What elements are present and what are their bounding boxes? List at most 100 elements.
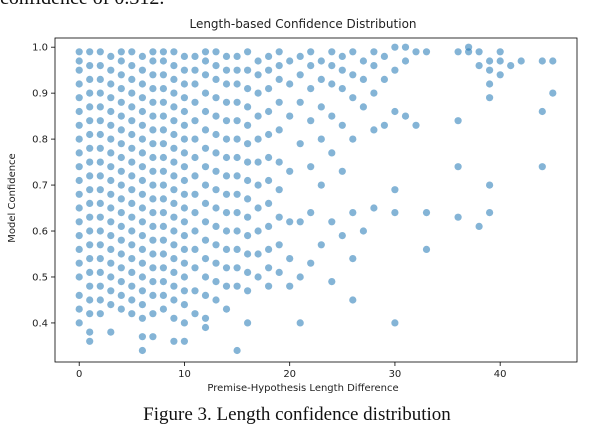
data-point: [180, 149, 188, 157]
data-point: [212, 222, 220, 230]
data-point: [265, 245, 273, 253]
data-point: [222, 172, 231, 180]
data-point: [212, 130, 220, 139]
data-point: [75, 232, 83, 240]
data-point: [107, 94, 115, 102]
data-point: [96, 213, 104, 221]
data-point: [180, 319, 188, 327]
scatter-chart: Length-based Confidence Distribution Mod…: [7, 17, 578, 394]
data-point: [75, 305, 83, 313]
data-point: [286, 218, 294, 226]
data-point: [191, 209, 199, 217]
data-point: [170, 103, 178, 111]
data-point: [275, 158, 283, 166]
data-point: [538, 107, 546, 116]
data-point: [180, 218, 188, 226]
data-point: [159, 48, 167, 56]
data-point: [96, 144, 104, 152]
data-point: [391, 209, 399, 217]
data-point: [107, 232, 115, 240]
data-point: [86, 199, 94, 207]
data-point: [170, 62, 178, 70]
data-point: [107, 52, 115, 61]
data-point: [328, 80, 336, 88]
data-point: [138, 333, 146, 341]
data-point: [128, 227, 136, 235]
data-point: [275, 75, 283, 83]
data-point: [75, 245, 83, 253]
data-point: [117, 48, 125, 56]
data-point: [128, 296, 136, 304]
data-point: [201, 323, 210, 332]
data-point: [412, 48, 420, 56]
data-point: [212, 259, 220, 267]
data-point: [401, 112, 410, 120]
data-point: [170, 186, 178, 194]
data-point: [170, 241, 178, 249]
data-point: [233, 52, 241, 61]
data-point: [338, 121, 346, 129]
data-point: [75, 57, 83, 65]
data-point: [107, 328, 115, 336]
data-point: [222, 190, 231, 198]
data-point: [128, 199, 136, 207]
data-point: [117, 181, 125, 189]
data-point: [75, 135, 83, 143]
data-point: [96, 89, 104, 97]
data-point: [75, 291, 83, 299]
data-point: [380, 52, 388, 61]
data-point: [265, 153, 273, 162]
data-point: [307, 48, 315, 56]
data-point: [254, 89, 262, 97]
data-point: [75, 190, 83, 198]
data-point: [96, 186, 104, 194]
data-point: [191, 172, 199, 180]
data-point: [222, 264, 231, 272]
data-point: [338, 85, 346, 93]
data-point: [359, 75, 367, 83]
y-tick-label: 0.8: [32, 135, 48, 146]
data-point: [117, 236, 125, 244]
data-point: [86, 328, 94, 336]
data-point: [454, 163, 462, 171]
data-point: [180, 301, 188, 309]
data-point: [486, 66, 494, 74]
data-point: [486, 209, 494, 217]
data-point: [117, 291, 125, 299]
data-point: [149, 195, 157, 203]
data-point: [138, 176, 146, 185]
data-point: [75, 319, 83, 327]
data-point: [296, 273, 304, 281]
data-point: [128, 255, 136, 263]
data-point: [170, 130, 178, 139]
data-point: [254, 158, 262, 166]
data-point: [191, 245, 199, 253]
data-point: [254, 181, 262, 189]
data-point: [86, 75, 94, 83]
data-point: [170, 117, 178, 125]
data-point: [317, 75, 325, 83]
data-point: [170, 268, 178, 276]
data-point: [254, 112, 262, 120]
data-point: [254, 273, 262, 281]
data-point: [86, 255, 94, 263]
data-point: [401, 43, 410, 51]
data-point: [191, 287, 199, 295]
data-point: [170, 282, 178, 290]
x-tick-label: 10: [178, 369, 191, 380]
data-point: [149, 222, 157, 230]
data-point: [380, 121, 388, 129]
data-point: [170, 199, 178, 207]
data-point: [128, 117, 136, 125]
data-point: [107, 163, 115, 171]
data-point: [222, 80, 231, 88]
data-point: [454, 117, 462, 125]
data-point: [307, 85, 315, 93]
data-point: [244, 213, 252, 221]
data-point: [107, 273, 115, 281]
data-point: [201, 236, 210, 244]
data-point: [201, 291, 210, 299]
data-point: [212, 149, 220, 157]
y-tick-label: 0.5: [32, 272, 48, 283]
data-point: [233, 98, 241, 106]
